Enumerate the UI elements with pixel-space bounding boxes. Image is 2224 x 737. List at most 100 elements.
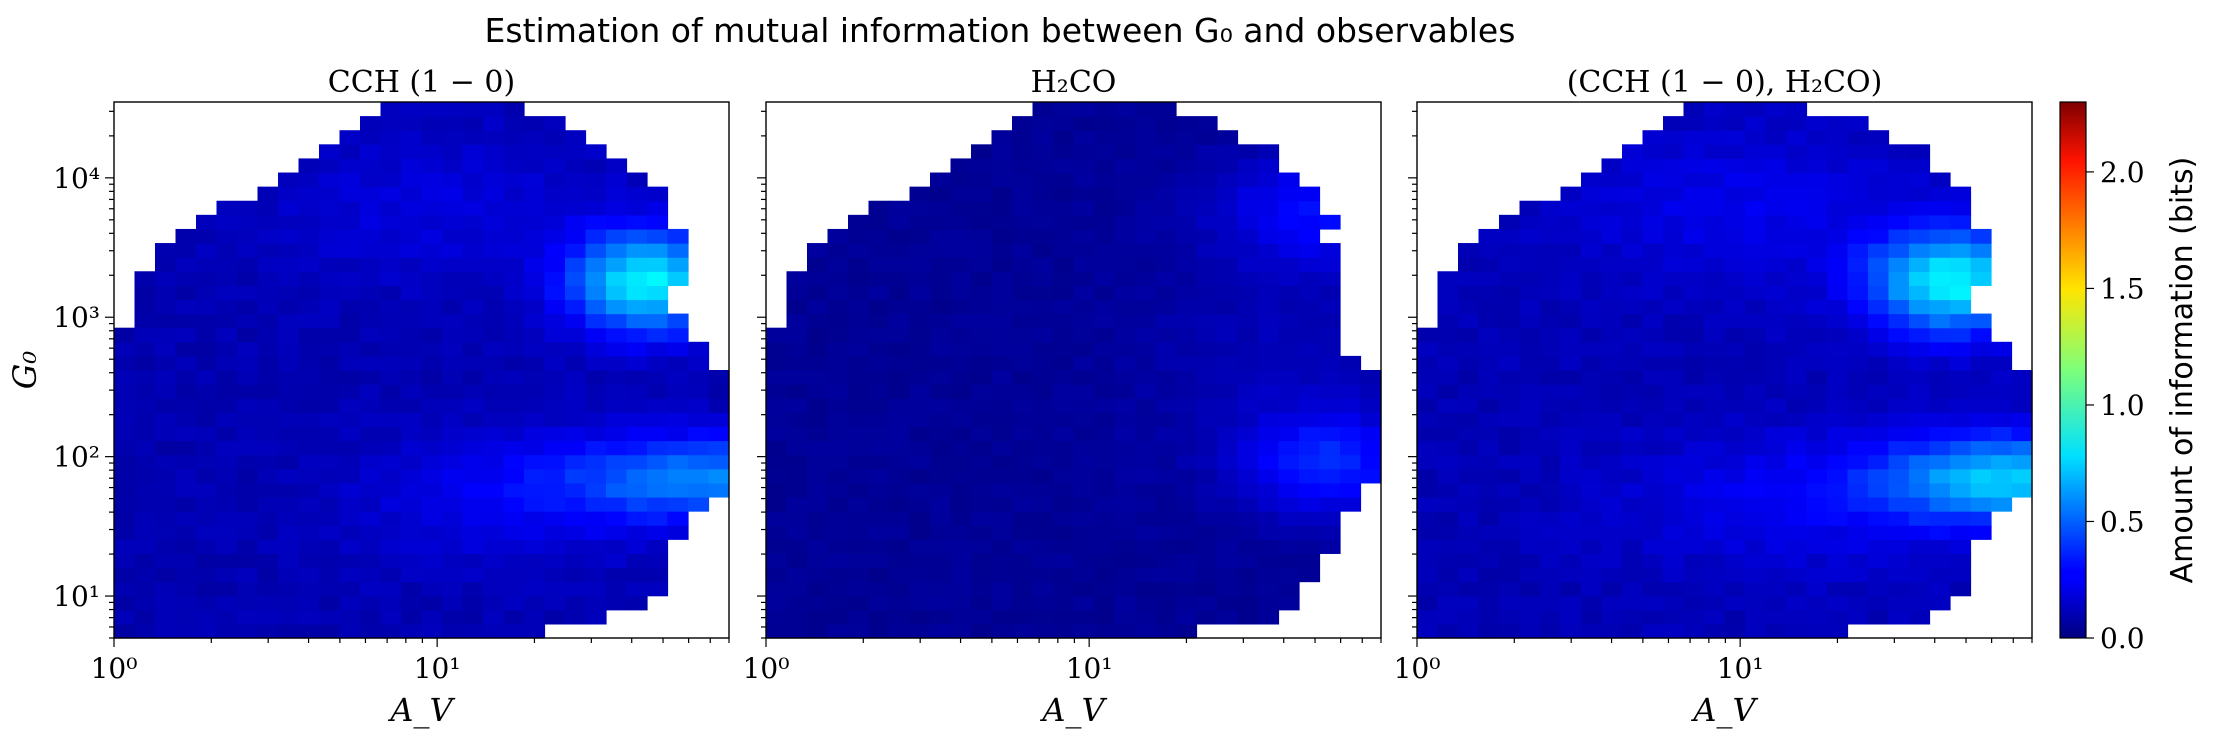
heatmap-cell: [278, 454, 300, 470]
heatmap-cell: [1340, 398, 1362, 413]
heatmap-cell: [524, 525, 546, 540]
heatmap-cell: [1278, 313, 1300, 329]
heatmap-cell: [950, 271, 972, 286]
heatmap-cell: [196, 454, 218, 470]
heatmap-cell: [360, 525, 382, 540]
heatmap-cell: [380, 440, 402, 456]
heatmap-cell: [1642, 200, 1664, 216]
heatmap-cell: [196, 609, 218, 625]
heatmap-cell: [1601, 426, 1623, 442]
heatmap-cell: [606, 426, 628, 442]
heatmap-cell: [196, 539, 218, 554]
heatmap-cell: [1073, 299, 1095, 315]
heatmap-cell: [1032, 327, 1054, 343]
heatmap-cell: [257, 426, 279, 442]
heatmap-cell: [1278, 412, 1300, 428]
heatmap-cell: [1929, 595, 1951, 611]
heatmap-cell: [278, 623, 300, 639]
heatmap-cell: [196, 581, 218, 597]
heatmap-cell: [1360, 426, 1382, 442]
heatmap-cell: [606, 257, 628, 272]
heatmap-cell: [1827, 370, 1849, 385]
heatmap-cell: [647, 313, 669, 329]
heatmap-cell: [1437, 355, 1459, 371]
heatmap-cell: [1929, 539, 1951, 554]
heatmap-cell: [1458, 327, 1480, 343]
heatmap-cell: [544, 398, 566, 413]
heatmap-cell: [155, 299, 177, 315]
heatmap-cell: [1683, 214, 1705, 230]
heatmap-cell: [1012, 384, 1034, 399]
heatmap-cell: [889, 609, 911, 625]
heatmap-cell: [503, 228, 525, 244]
heatmap-cell: [442, 454, 464, 470]
heatmap-cell: [1601, 581, 1623, 597]
heatmap-cell: [1237, 172, 1259, 188]
heatmap-cell: [1053, 553, 1075, 569]
heatmap-cell: [483, 299, 505, 315]
heatmap-cell: [524, 243, 546, 258]
heatmap-cell: [237, 609, 259, 625]
heatmap-cell: [1196, 285, 1218, 301]
heatmap-cell: [1970, 440, 1992, 456]
heatmap-cell: [1053, 257, 1075, 272]
heatmap-cell: [1299, 214, 1321, 230]
heatmap-cell: [1053, 609, 1075, 625]
heatmap-cell: [544, 285, 566, 301]
heatmap-cell: [1806, 257, 1828, 272]
heatmap-cell: [1724, 384, 1746, 399]
heatmap-cell: [524, 595, 546, 611]
heatmap-cell: [1114, 454, 1136, 470]
heatmap-cell: [298, 553, 320, 569]
heatmap-cell: [1458, 595, 1480, 611]
heatmap-cell: [647, 539, 669, 554]
heatmap-cell: [1888, 426, 1910, 442]
heatmap-cell: [1155, 327, 1177, 343]
heatmap-cell: [1032, 567, 1054, 583]
heatmap-cell: [339, 581, 361, 597]
heatmap-cell: [1237, 257, 1259, 272]
heatmap-cell: [257, 313, 279, 329]
heatmap-cell: [319, 313, 341, 329]
heatmap-cell: [1683, 341, 1705, 357]
heatmap-cell: [1519, 525, 1541, 540]
heatmap-cell: [237, 299, 259, 315]
heatmap-cell: [1196, 553, 1218, 569]
heatmap-cell: [1114, 539, 1136, 554]
heatmap-cell: [380, 412, 402, 428]
heatmap-cell: [1847, 482, 1869, 498]
heatmap-cell: [1217, 398, 1239, 413]
heatmap-cell: [1806, 327, 1828, 343]
heatmap-cell: [237, 553, 259, 569]
heatmap-cell: [1176, 581, 1198, 597]
heatmap-cell: [1724, 454, 1746, 470]
heatmap-cell: [1601, 440, 1623, 456]
heatmap-cell: [401, 200, 423, 216]
heatmap-cell: [1155, 426, 1177, 442]
heatmap-cell: [1073, 454, 1095, 470]
heatmap-cell: [1299, 271, 1321, 286]
heatmap-cell: [175, 468, 197, 484]
heatmap-cell: [1073, 511, 1095, 526]
heatmap-cell: [1622, 228, 1644, 244]
heatmap-cell: [868, 243, 890, 258]
heatmap-cell: [585, 144, 607, 160]
heatmap-cell: [1888, 257, 1910, 272]
heatmap-cell: [1053, 412, 1075, 428]
heatmap-cell: [421, 341, 443, 357]
heatmap-cell: [237, 440, 259, 456]
heatmap-cell: [1745, 454, 1767, 470]
heatmap-cell: [606, 595, 628, 611]
heatmap-cell: [1196, 144, 1218, 160]
heatmap-cell: [1950, 482, 1972, 498]
heatmap-cell: [766, 454, 788, 470]
heatmap-cell: [1929, 341, 1951, 357]
heatmap-cell: [1929, 313, 1951, 329]
heatmap-cell: [1319, 440, 1341, 456]
heatmap-cell: [483, 440, 505, 456]
heatmap-cell: [1176, 200, 1198, 216]
heatmap-cell: [1745, 511, 1767, 526]
heatmap-cell: [278, 228, 300, 244]
heatmap-cell: [1724, 299, 1746, 315]
heatmap-cell: [1806, 271, 1828, 286]
